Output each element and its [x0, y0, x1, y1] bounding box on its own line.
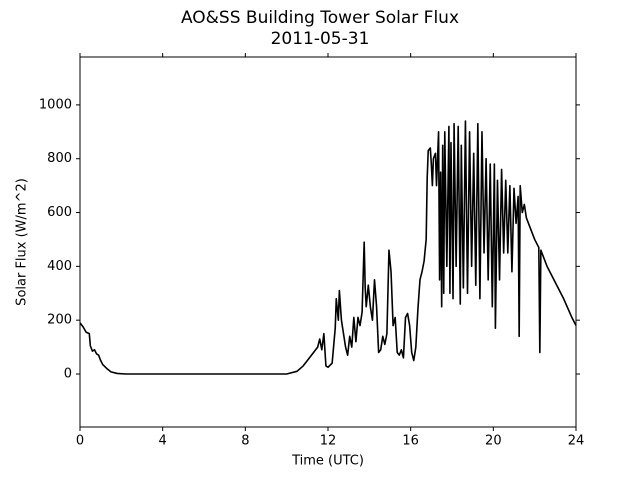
- y-tick-label: 600: [47, 205, 72, 220]
- chart-subtitle: 2011-05-31: [271, 29, 370, 49]
- x-tick-label: 4: [159, 434, 167, 449]
- x-tick-label: 12: [320, 434, 337, 449]
- y-tick-label: 800: [47, 151, 72, 166]
- y-tick-label: 0: [64, 366, 72, 381]
- x-tick-label: 16: [402, 434, 419, 449]
- x-tick-label: 8: [241, 434, 249, 449]
- y-axis-label: Solar Flux (W/m^2): [15, 178, 30, 306]
- x-tick-label: 24: [568, 434, 585, 449]
- x-axis-label: Time (UTC): [291, 454, 364, 469]
- plot-frame: [79, 56, 577, 428]
- chart-title: AO&SS Building Tower Solar Flux: [181, 8, 459, 28]
- x-tick-label: 20: [485, 434, 502, 449]
- data-line: [79, 120, 577, 375]
- x-tick-label: 0: [76, 434, 84, 449]
- y-tick-label: 400: [47, 259, 72, 274]
- y-tick-label: 1000: [39, 97, 72, 112]
- y-tick-label: 200: [47, 313, 72, 328]
